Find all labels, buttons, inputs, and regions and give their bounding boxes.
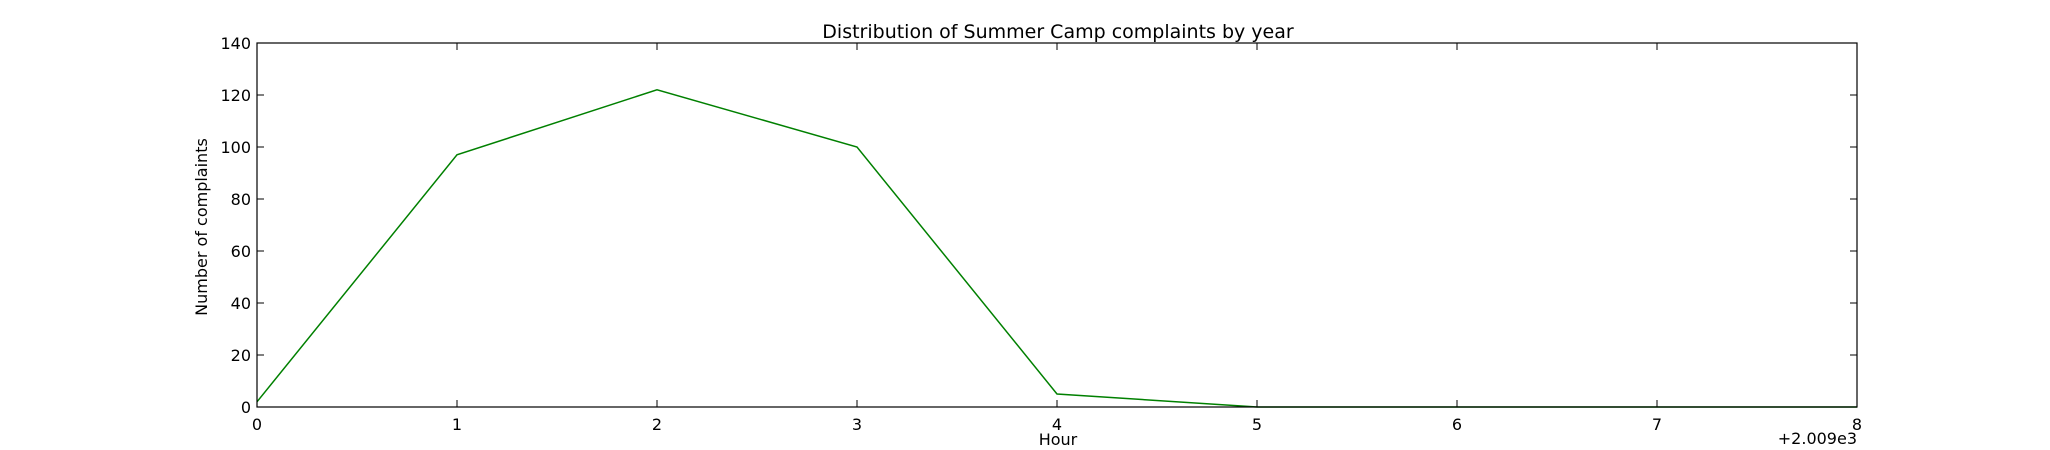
x-tick-label: 6 xyxy=(1452,415,1462,434)
x-tick-label: 4 xyxy=(1052,415,1062,434)
y-tick-label: 100 xyxy=(220,138,251,157)
y-tick-label: 80 xyxy=(231,190,251,209)
y-tick-label: 0 xyxy=(241,398,251,417)
x-tick-label: 0 xyxy=(252,415,262,434)
y-axis-label: Number of complaints xyxy=(192,138,211,316)
x-tick-label: 8 xyxy=(1852,415,1862,434)
y-tick-label: 20 xyxy=(231,346,251,365)
x-tick-label: 5 xyxy=(1252,415,1262,434)
x-tick-label: 7 xyxy=(1652,415,1662,434)
x-tick-label: 1 xyxy=(452,415,462,434)
y-tick-label: 60 xyxy=(231,242,251,261)
x-tick-label: 3 xyxy=(852,415,862,434)
y-tick-label: 40 xyxy=(231,294,251,313)
chart-title: Distribution of Summer Camp complaints b… xyxy=(822,21,1294,43)
x-axis-label: Hour xyxy=(1039,430,1078,449)
y-tick-label: 120 xyxy=(220,86,251,105)
x-tick-label: 2 xyxy=(652,415,662,434)
x-axis-offset-label: +2.009e3 xyxy=(1778,429,1857,448)
y-tick-label: 140 xyxy=(220,34,251,53)
